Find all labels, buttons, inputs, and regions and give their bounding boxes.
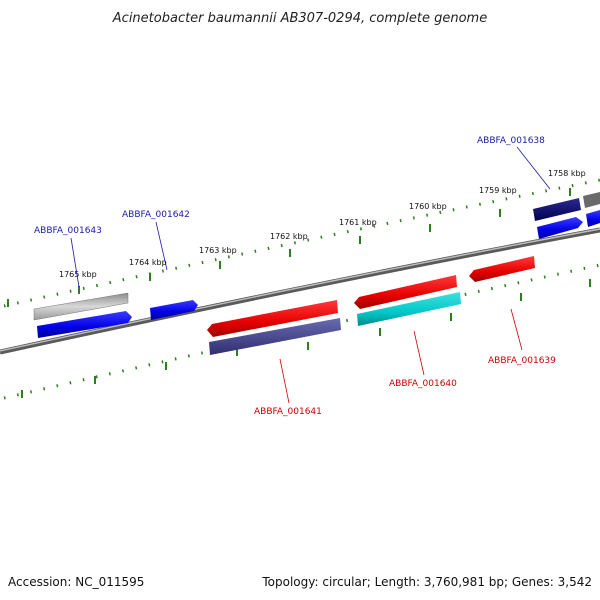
tick-label-1758: 1758 kbp xyxy=(548,169,586,178)
accession-text: Accession: NC_011595 xyxy=(8,575,144,589)
genome-backbone-highlight xyxy=(0,228,600,352)
gene-labels: ABBFA_001643 ABBFA_001642 ABBFA_001638 A… xyxy=(34,136,556,417)
leader-ABBFA_001642 xyxy=(155,221,168,271)
gene-feature-ABBFA_001641[interactable] xyxy=(209,318,341,355)
gene-feature-ABBFA_001642[interactable] xyxy=(150,300,198,320)
leader-lines xyxy=(70,146,551,404)
genome-backbone xyxy=(0,227,600,355)
gene-feature-ABBFA_001643[interactable] xyxy=(37,311,132,338)
tick-label-1763: 1763 kbp xyxy=(199,246,237,255)
leader-ABBFA_001640 xyxy=(413,330,425,376)
genome-summary-text: Topology: circular; Length: 3,760,981 bp… xyxy=(261,575,592,589)
gene-label-ABBFA_001638[interactable]: ABBFA_001638 xyxy=(477,136,545,146)
tick-label-1761: 1761 kbp xyxy=(339,218,377,227)
tick-label-1764: 1764 kbp xyxy=(129,258,167,267)
leader-ABBFA_001643 xyxy=(70,237,80,288)
gene-feature-edge-gray[interactable] xyxy=(583,192,600,208)
map-title: Acinetobacter baumannii AB307-0294, comp… xyxy=(112,11,487,26)
tick-label-1765: 1765 kbp xyxy=(59,270,97,279)
tick-label-1762: 1762 kbp xyxy=(270,232,308,241)
leader-ABBFA_001638 xyxy=(516,146,551,190)
gene-feature-ABBFA_001638[interactable] xyxy=(537,217,583,239)
tick-label-1760: 1760 kbp xyxy=(409,202,447,211)
lower-major-ticks xyxy=(21,279,591,398)
gene-feature-ABBFA_001640-red[interactable] xyxy=(354,275,457,309)
reverse-features xyxy=(207,256,535,355)
gene-feature-edge-blue[interactable] xyxy=(586,210,600,227)
tick-labels: 1765 kbp 1764 kbp 1763 kbp 1762 kbp 1761… xyxy=(59,169,586,279)
forward-features xyxy=(33,192,600,338)
upper-major-ticks xyxy=(7,188,571,307)
gene-label-ABBFA_001642[interactable]: ABBFA_001642 xyxy=(122,210,190,220)
gene-label-ABBFA_001643[interactable]: ABBFA_001643 xyxy=(34,226,102,236)
gene-label-ABBFA_001641[interactable]: ABBFA_001641 xyxy=(254,407,322,417)
gene-feature-ABBFA_001640[interactable] xyxy=(357,292,461,326)
leader-ABBFA_001641 xyxy=(279,358,290,404)
leader-ABBFA_001639 xyxy=(510,308,523,351)
tick-label-1759: 1759 kbp xyxy=(479,186,517,195)
gene-label-ABBFA_001640[interactable]: ABBFA_001640 xyxy=(389,379,457,389)
gene-feature-ABBFA_001639[interactable] xyxy=(469,256,535,282)
gene-feature-navy[interactable] xyxy=(533,198,581,221)
gene-feature-ABBFA_001641-red[interactable] xyxy=(207,300,338,337)
gene-feature-gray[interactable] xyxy=(33,292,129,321)
gene-label-ABBFA_001639[interactable]: ABBFA_001639 xyxy=(488,356,556,366)
